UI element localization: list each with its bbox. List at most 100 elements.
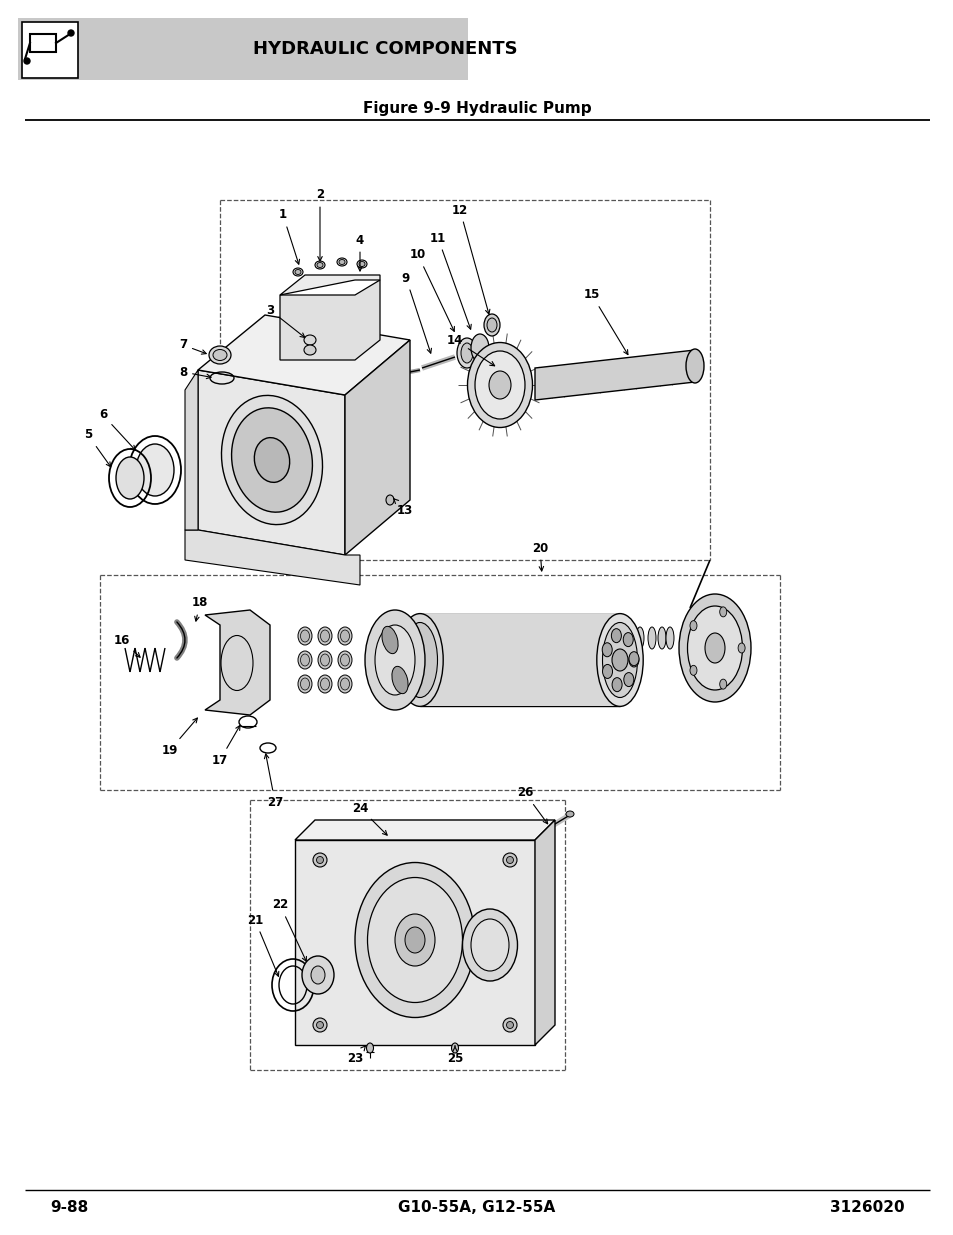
- Text: 25: 25: [446, 1046, 463, 1065]
- Ellipse shape: [297, 651, 312, 669]
- Ellipse shape: [337, 651, 352, 669]
- Text: 12: 12: [452, 204, 489, 314]
- Polygon shape: [280, 275, 379, 295]
- Ellipse shape: [471, 919, 509, 971]
- Ellipse shape: [338, 259, 345, 264]
- Ellipse shape: [300, 630, 309, 642]
- Ellipse shape: [297, 676, 312, 693]
- Text: 22: 22: [272, 899, 306, 961]
- Ellipse shape: [365, 610, 424, 710]
- Text: 3: 3: [266, 304, 305, 337]
- Text: 24: 24: [352, 802, 387, 835]
- Ellipse shape: [294, 269, 301, 274]
- Ellipse shape: [311, 966, 325, 984]
- Ellipse shape: [622, 632, 633, 647]
- Ellipse shape: [381, 626, 397, 653]
- Ellipse shape: [658, 627, 665, 650]
- Ellipse shape: [623, 673, 633, 687]
- Ellipse shape: [462, 909, 517, 981]
- Text: 16: 16: [113, 634, 140, 657]
- Ellipse shape: [386, 495, 394, 505]
- Ellipse shape: [679, 594, 750, 701]
- Polygon shape: [185, 370, 198, 530]
- Polygon shape: [345, 340, 410, 555]
- Polygon shape: [280, 280, 379, 359]
- Bar: [22, 22, 78, 78]
- Ellipse shape: [320, 655, 329, 666]
- Ellipse shape: [300, 678, 309, 690]
- Text: 5: 5: [84, 429, 111, 467]
- Ellipse shape: [647, 627, 656, 650]
- Text: 27: 27: [264, 753, 283, 809]
- Ellipse shape: [317, 676, 332, 693]
- Polygon shape: [535, 350, 695, 400]
- Ellipse shape: [358, 262, 365, 267]
- Ellipse shape: [320, 678, 329, 690]
- Ellipse shape: [486, 317, 497, 332]
- Bar: [30, 35, 56, 52]
- Ellipse shape: [304, 335, 315, 345]
- Ellipse shape: [396, 614, 443, 706]
- Ellipse shape: [704, 634, 724, 663]
- Ellipse shape: [355, 862, 475, 1018]
- Polygon shape: [294, 820, 555, 840]
- Ellipse shape: [405, 927, 424, 953]
- Ellipse shape: [392, 667, 408, 694]
- Ellipse shape: [612, 650, 627, 671]
- Ellipse shape: [611, 629, 620, 642]
- Ellipse shape: [136, 445, 173, 496]
- Ellipse shape: [221, 395, 322, 525]
- Ellipse shape: [628, 653, 639, 667]
- Ellipse shape: [336, 258, 347, 266]
- Ellipse shape: [356, 261, 367, 268]
- Ellipse shape: [317, 627, 332, 645]
- Polygon shape: [419, 614, 619, 706]
- Ellipse shape: [300, 655, 309, 666]
- Text: 2: 2: [315, 189, 324, 261]
- Ellipse shape: [602, 622, 637, 698]
- Ellipse shape: [337, 627, 352, 645]
- Circle shape: [24, 58, 30, 64]
- Ellipse shape: [337, 676, 352, 693]
- Ellipse shape: [451, 1044, 458, 1053]
- Ellipse shape: [489, 370, 511, 399]
- Text: 1: 1: [278, 209, 299, 264]
- Polygon shape: [198, 315, 410, 395]
- Ellipse shape: [636, 627, 643, 650]
- Ellipse shape: [483, 314, 499, 336]
- Text: 18: 18: [192, 597, 208, 621]
- Text: 4: 4: [355, 233, 364, 270]
- Ellipse shape: [471, 333, 489, 362]
- Ellipse shape: [340, 655, 349, 666]
- Ellipse shape: [456, 338, 476, 368]
- Ellipse shape: [293, 268, 303, 275]
- Ellipse shape: [316, 263, 323, 268]
- Polygon shape: [535, 820, 555, 1045]
- Text: 17: 17: [212, 725, 240, 767]
- Text: 6: 6: [99, 409, 135, 450]
- Ellipse shape: [475, 351, 524, 419]
- Text: 21: 21: [247, 914, 278, 977]
- Ellipse shape: [116, 457, 144, 499]
- Ellipse shape: [313, 1018, 327, 1032]
- Ellipse shape: [612, 678, 621, 692]
- Text: HYDRAULIC COMPONENTS: HYDRAULIC COMPONENTS: [253, 40, 517, 58]
- Bar: [18, 19, 468, 80]
- Text: 7: 7: [179, 338, 206, 354]
- Ellipse shape: [689, 666, 697, 676]
- Ellipse shape: [719, 606, 726, 616]
- Ellipse shape: [602, 664, 612, 678]
- Ellipse shape: [316, 1021, 323, 1029]
- Ellipse shape: [597, 614, 642, 706]
- Text: 19: 19: [162, 718, 197, 757]
- Ellipse shape: [395, 914, 435, 966]
- Text: 11: 11: [430, 231, 471, 330]
- Text: 3126020: 3126020: [829, 1200, 904, 1215]
- Polygon shape: [185, 530, 359, 585]
- Ellipse shape: [628, 652, 639, 666]
- Ellipse shape: [314, 261, 325, 269]
- Ellipse shape: [502, 1018, 517, 1032]
- Ellipse shape: [302, 956, 334, 994]
- Ellipse shape: [213, 350, 227, 361]
- Ellipse shape: [738, 643, 744, 653]
